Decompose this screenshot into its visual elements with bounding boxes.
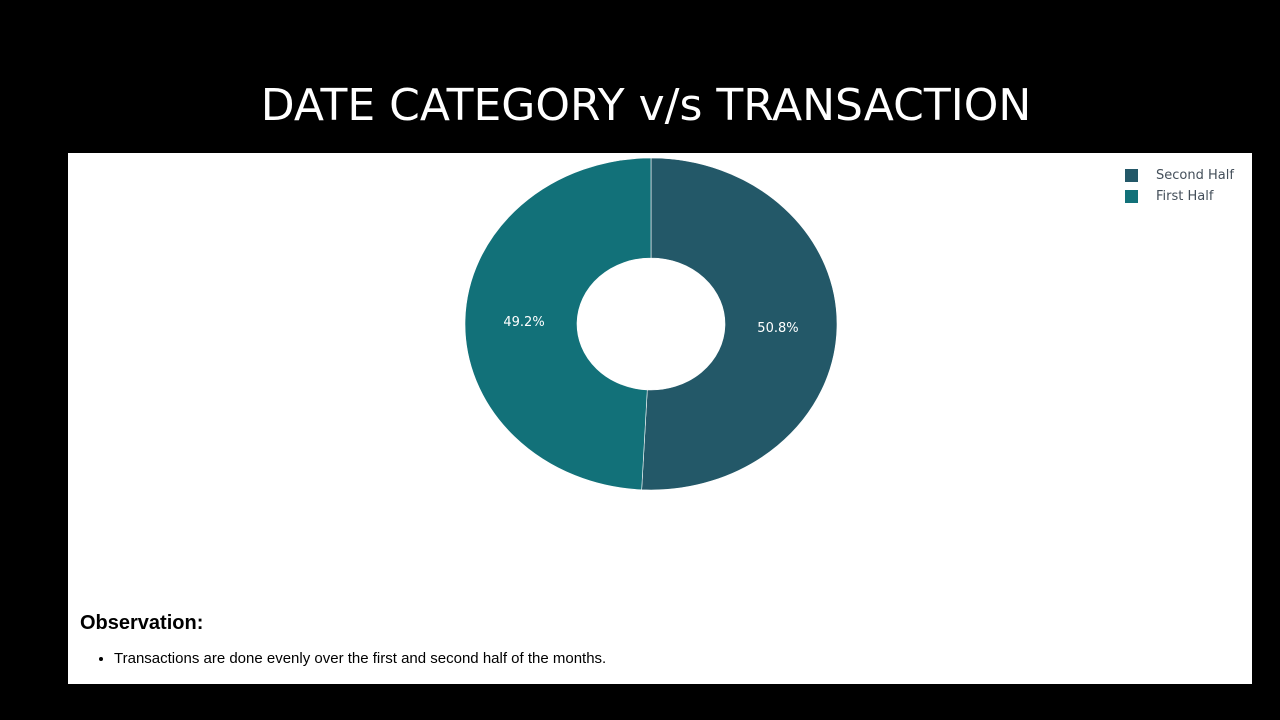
slide-title: DATE CATEGORY v/s TRANSACTION: [260, 80, 1032, 131]
legend-label: Second Half: [1156, 168, 1234, 183]
legend-item-second-half[interactable]: Second Half: [1125, 165, 1234, 186]
legend-label: First Half: [1156, 189, 1214, 204]
observation-point: Transactions are done evenly over the fi…: [114, 649, 606, 669]
donut-chart: 50.8% 49.2%: [464, 157, 838, 491]
chart-legend: Second Half First Half: [1125, 165, 1234, 207]
legend-swatch: [1125, 190, 1138, 203]
pie-slice-second-half[interactable]: [641, 157, 838, 491]
legend-swatch: [1125, 169, 1138, 182]
legend-item-first-half[interactable]: First Half: [1125, 186, 1234, 207]
pie-slice-first-half[interactable]: [464, 157, 652, 491]
slice-percent-label: 49.2%: [503, 315, 544, 330]
observation-heading: Observation:: [80, 612, 204, 634]
observation-list: Transactions are done evenly over the fi…: [114, 649, 606, 669]
slice-percent-label: 50.8%: [757, 321, 798, 336]
chart-panel: 50.8% 49.2% Second Half First Half Observ…: [68, 153, 1252, 684]
